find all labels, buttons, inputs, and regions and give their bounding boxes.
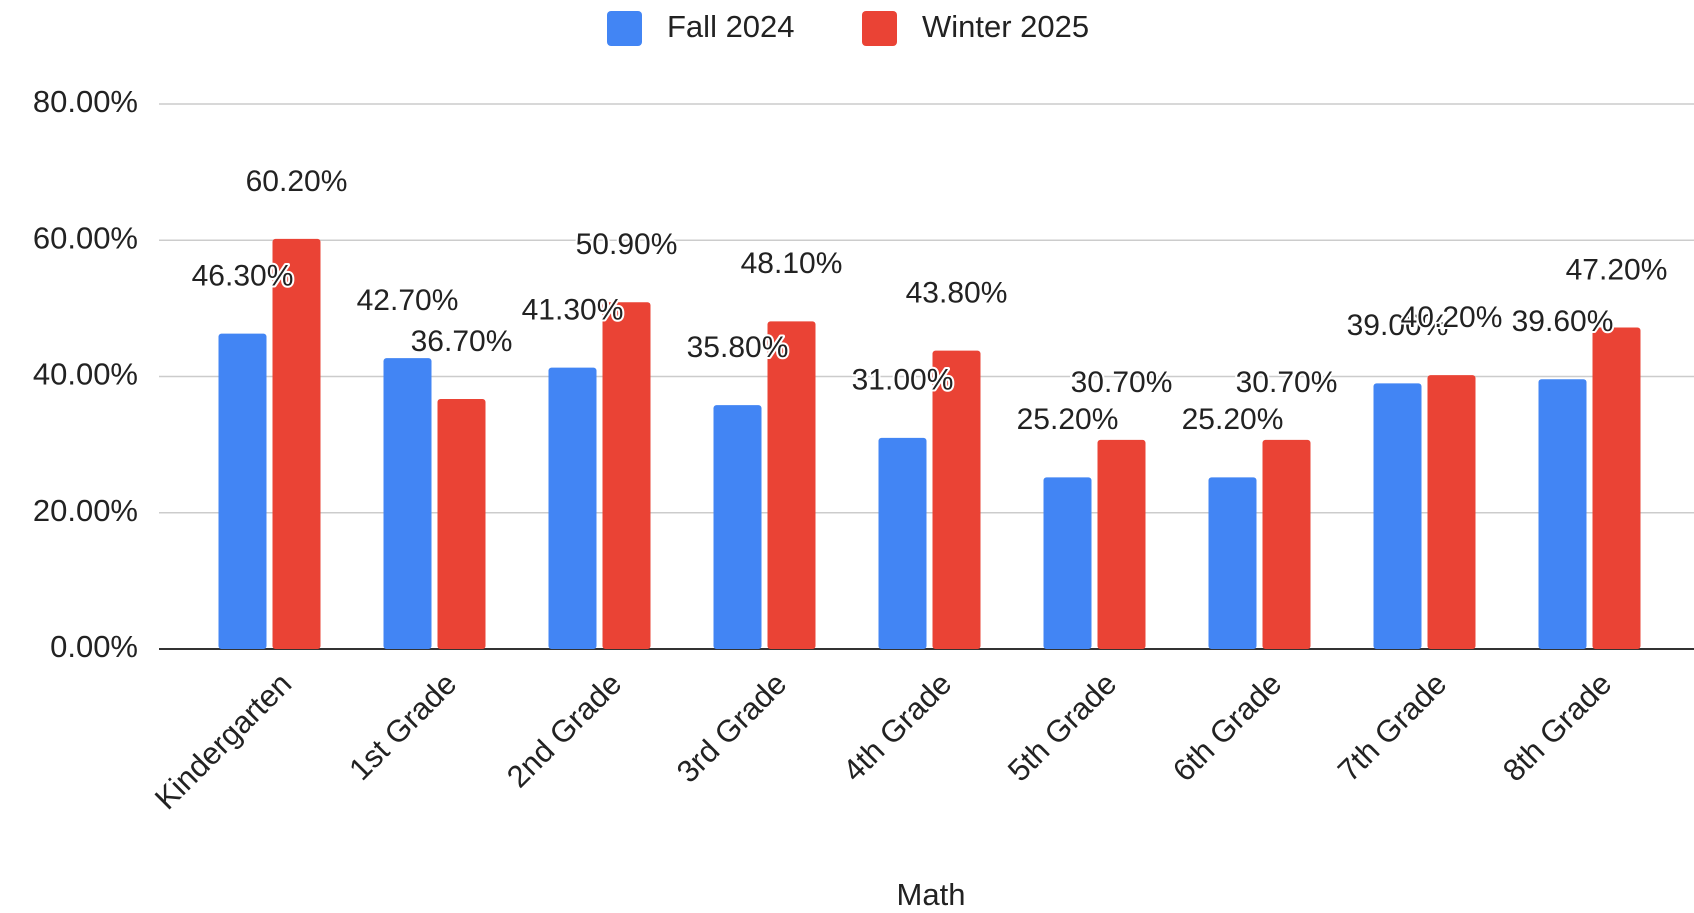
data-label: 42.70%: [357, 284, 459, 317]
bar: [767, 321, 816, 649]
data-label: 39.60%: [1512, 305, 1614, 338]
legend-label: Winter 2025: [922, 9, 1089, 44]
data-label: 36.70%: [411, 325, 513, 358]
legend-swatch: [607, 11, 642, 46]
data-label: 48.10%: [741, 247, 843, 280]
y-tick-label: 80.00%: [33, 84, 138, 119]
data-label: 46.30%: [192, 260, 294, 293]
y-tick-label: 0.00%: [50, 629, 138, 664]
data-label: 60.20%: [246, 165, 348, 198]
bar: [383, 358, 432, 649]
bar: [602, 302, 651, 649]
data-label: 25.20%: [1017, 403, 1119, 436]
data-label: 40.20%: [1401, 301, 1503, 334]
bar: [548, 367, 597, 649]
x-tick-label: 2nd Grade: [500, 666, 628, 794]
data-label: 50.90%: [576, 228, 678, 261]
x-tick-label: 5th Grade: [1001, 666, 1123, 788]
bar: [272, 238, 321, 649]
x-tick-label: 7th Grade: [1331, 666, 1453, 788]
bar: [878, 437, 927, 649]
x-tick-label: Kindergarten: [148, 666, 298, 816]
data-label: 43.80%: [906, 277, 1008, 310]
x-tick-label: 1st Grade: [342, 666, 463, 787]
y-tick-label: 40.00%: [33, 357, 138, 392]
bar: [1043, 477, 1092, 649]
legend-swatch: [862, 11, 897, 46]
bar: [218, 333, 267, 649]
bar: [1538, 379, 1587, 649]
x-axis-title: Math: [897, 877, 966, 912]
bar: [437, 398, 486, 649]
bar: [1373, 383, 1422, 649]
data-label: 47.20%: [1566, 253, 1668, 286]
y-tick-label: 20.00%: [33, 493, 138, 528]
data-label: 25.20%: [1182, 403, 1284, 436]
legend-label: Fall 2024: [667, 9, 795, 44]
x-tick-label: 8th Grade: [1496, 666, 1618, 788]
data-label: 39.00%: [1347, 309, 1449, 342]
bar: [1208, 477, 1257, 649]
x-tick-label: 4th Grade: [836, 666, 958, 788]
y-tick-label: 60.00%: [33, 220, 138, 255]
bar: [932, 350, 981, 649]
data-label: 30.70%: [1071, 366, 1173, 399]
bar: [1592, 327, 1641, 649]
data-label: 31.00%: [852, 364, 954, 397]
bar: [1262, 439, 1311, 649]
x-tick-label: 3rd Grade: [670, 666, 793, 789]
bar: [1427, 375, 1476, 649]
bar: [1097, 439, 1146, 649]
data-label: 35.80%: [687, 331, 789, 364]
data-label: 41.30%: [522, 294, 624, 327]
bar: [713, 405, 762, 649]
x-tick-label: 6th Grade: [1166, 666, 1288, 788]
data-label: 30.70%: [1236, 366, 1338, 399]
